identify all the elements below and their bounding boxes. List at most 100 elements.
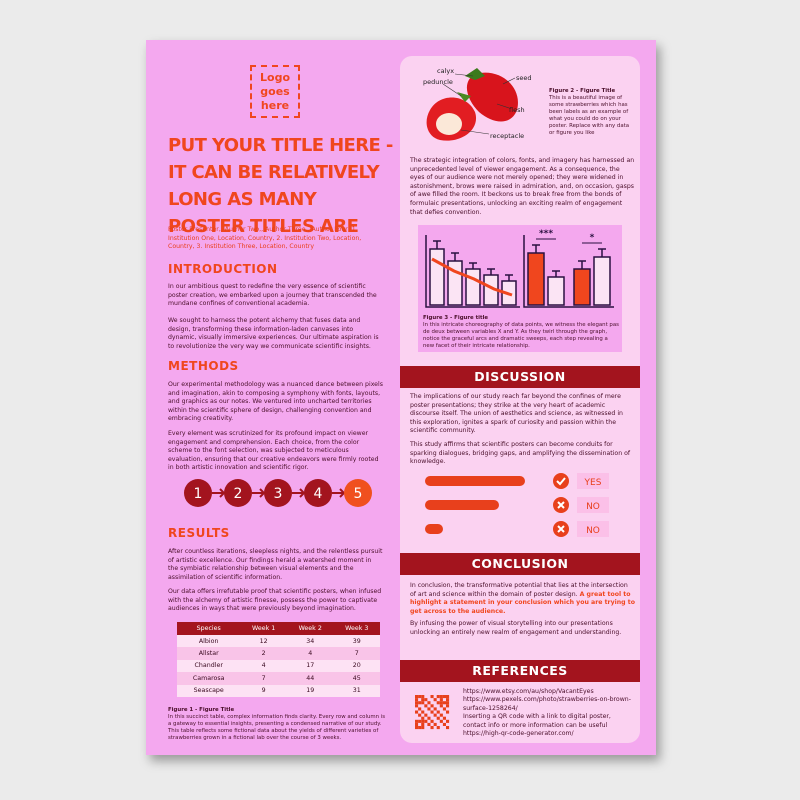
step-circle	[264, 479, 292, 507]
table-cell: 4	[308, 650, 313, 658]
qr-module	[427, 707, 431, 711]
caption: Figure 2 - Figure Title This is a beautif…	[549, 88, 635, 137]
header-cell: Week 1	[240, 622, 287, 635]
paragraph: After countless iterations, sleepless ni…	[168, 548, 383, 581]
qr-module	[421, 698, 425, 702]
qr-module	[442, 707, 446, 711]
qr-module	[436, 695, 440, 699]
table-row: Seascape 9 19 31	[177, 684, 380, 697]
qr-module	[415, 695, 419, 699]
table-cell: 2	[261, 650, 266, 658]
step-number: 2	[234, 486, 243, 502]
strawberry-flesh	[436, 113, 462, 135]
arrow	[332, 488, 346, 498]
qr-module	[424, 698, 428, 702]
heading: RESULTS	[168, 526, 230, 540]
qr-module	[421, 701, 425, 705]
qr-module	[446, 698, 450, 702]
qr-module	[446, 726, 450, 730]
reference: https://www.etsy.com/au/shop/VacantEyes	[463, 688, 594, 695]
table-cell: Albion	[198, 637, 219, 645]
qr-modules	[415, 695, 450, 730]
answer-box	[577, 521, 609, 537]
step-number: 1	[194, 486, 203, 502]
progress-fill	[425, 524, 443, 534]
bar	[573, 268, 591, 306]
table-cell: 44	[306, 674, 315, 682]
qr-module	[415, 698, 419, 702]
qr-module	[415, 726, 419, 730]
qr-module	[421, 695, 425, 699]
qr-module	[427, 722, 431, 726]
qr-module	[436, 701, 440, 705]
label: calyx	[437, 67, 454, 75]
bar	[547, 276, 565, 306]
label: peduncle	[423, 78, 453, 86]
qr-module	[442, 701, 446, 705]
authors: Poster Presenter,, Author Two,, Author T…	[168, 226, 362, 251]
label: seed	[516, 74, 532, 82]
qr-module	[446, 695, 450, 699]
title: PUT YOUR TITLE HERE - IT CAN BE RELATIVE…	[168, 135, 393, 237]
step-circle	[304, 479, 332, 507]
reference: https://high-qr-code-generator.com/	[463, 730, 574, 738]
right-panel	[400, 56, 640, 743]
qr-module	[436, 726, 440, 730]
error-bars	[433, 240, 606, 281]
qr-module	[439, 701, 443, 705]
table-cell: 12	[259, 637, 268, 645]
qr-module	[446, 710, 450, 714]
calyx	[457, 92, 471, 102]
table-row: Chandler 4 17 20	[177, 659, 380, 673]
answer-icon	[553, 473, 569, 489]
label: receptacle	[490, 132, 524, 140]
qr-module	[415, 701, 419, 705]
table-cell: Camarosa	[192, 674, 225, 682]
paragraph: We sought to harness the potent alchemy …	[168, 317, 379, 350]
caption: Figure 3 - Figure title In this intricate…	[423, 315, 619, 350]
qr-module	[424, 719, 428, 723]
qr-module	[442, 722, 446, 726]
answer-label: NO	[586, 526, 600, 536]
arrow	[292, 488, 306, 498]
step-number: 5	[354, 486, 363, 502]
heading: METHODS	[168, 359, 239, 373]
answer-glyph	[556, 477, 566, 486]
qr-code	[415, 695, 450, 730]
qr-module	[439, 719, 443, 723]
step-number: 3	[274, 486, 283, 502]
arrow	[252, 488, 266, 498]
qr-module	[436, 710, 440, 714]
paragraph: Our data offers irrefutable proof that s…	[168, 588, 382, 613]
qr-module	[424, 704, 428, 708]
figure3-chart: *** *	[425, 229, 614, 308]
reference: Inserting a QR code with a link to digit…	[463, 713, 611, 729]
answer-glyph	[557, 525, 565, 533]
paragraph: This study affirms that scientific poste…	[410, 441, 631, 466]
bar	[465, 268, 481, 306]
header-cell: Week 2	[286, 622, 334, 635]
logo: Logo goes here	[250, 65, 300, 118]
qr-module	[436, 716, 440, 720]
qr-module	[430, 704, 434, 708]
qr-module	[427, 716, 431, 720]
answer-glyph	[557, 501, 565, 509]
qr-module	[421, 719, 425, 723]
qr-module	[430, 695, 434, 699]
qr-module	[430, 719, 434, 723]
caption-text: In this succinct table, complex informat…	[168, 714, 386, 741]
references: https://www.etsy.com/au/shop/VacantEyes h…	[463, 688, 633, 738]
progress-fill	[425, 476, 525, 486]
qr-module	[439, 698, 443, 702]
heading: INTRODUCTION	[168, 262, 278, 276]
step-circle	[224, 479, 252, 507]
qr-module	[418, 713, 422, 717]
table-cell: 7	[261, 674, 266, 682]
answer-label: NO	[586, 502, 600, 512]
text: In conclusion, the transformative potent…	[410, 582, 628, 598]
table-cell: 34	[306, 637, 315, 645]
qr-module	[430, 726, 434, 730]
header-cell: Week 3	[333, 622, 380, 635]
qr-module	[415, 710, 419, 714]
